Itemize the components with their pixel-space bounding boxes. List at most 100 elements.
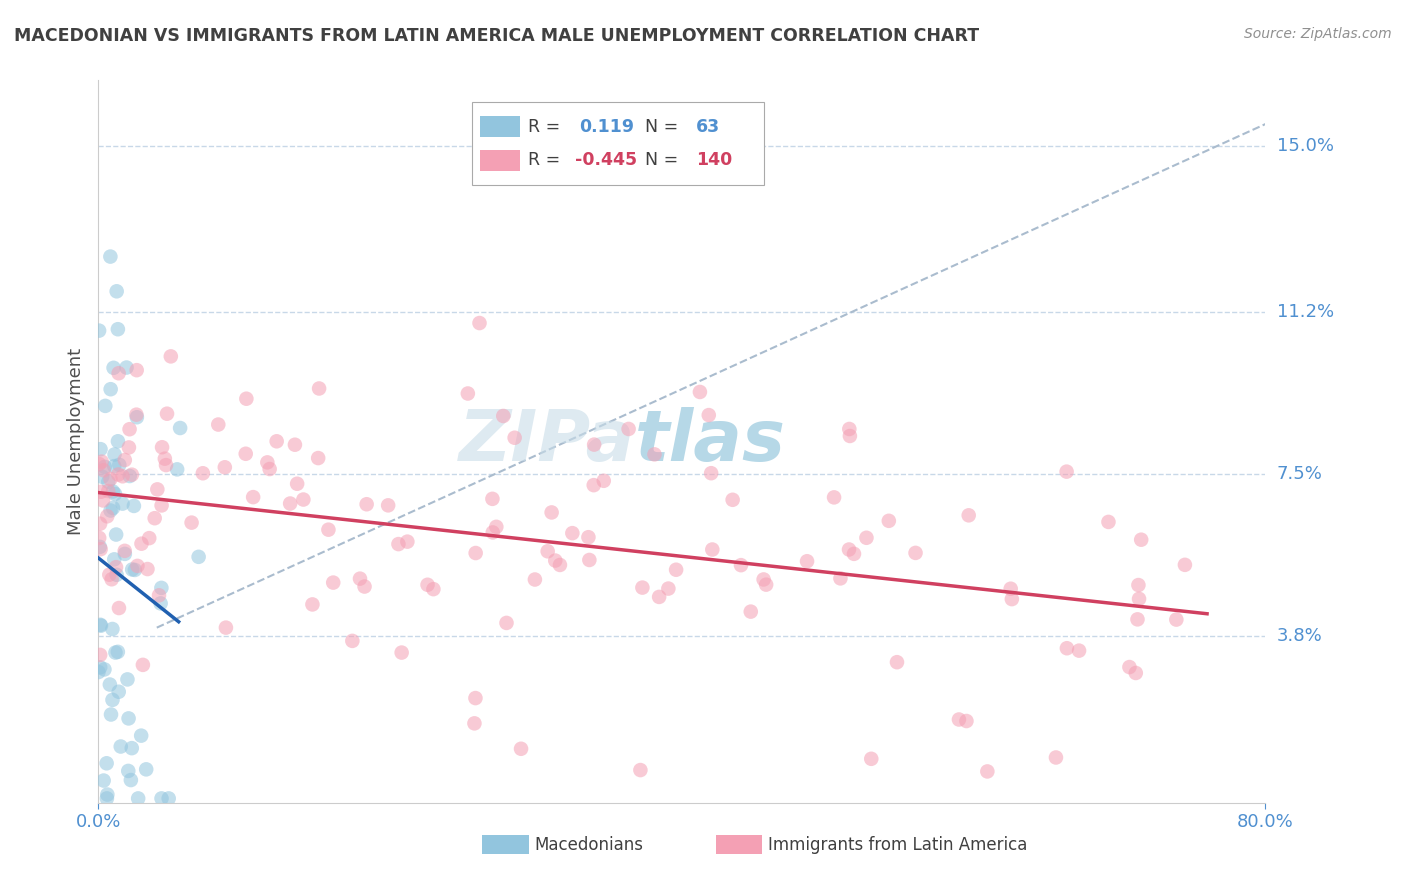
- Point: [755, 577, 778, 591]
- Text: 3.8%: 3.8%: [1277, 627, 1322, 646]
- Point: [107, 467, 129, 482]
- Point: [353, 580, 375, 594]
- Point: [578, 553, 600, 567]
- Point: [89, 516, 111, 531]
- Point: [548, 558, 571, 572]
- Point: [242, 490, 264, 504]
- Text: MACEDONIAN VS IMMIGRANTS FROM LATIN AMERICA MALE UNEMPLOYMENT CORRELATION CHART: MACEDONIAN VS IMMIGRANTS FROM LATIN AMER…: [14, 27, 979, 45]
- Point: [523, 573, 546, 587]
- Point: [114, 453, 136, 467]
- Point: [628, 763, 651, 777]
- Point: [830, 571, 852, 585]
- Point: [94, 399, 117, 413]
- Point: [107, 434, 129, 449]
- Point: [91, 493, 114, 508]
- Point: [121, 562, 143, 576]
- Point: [103, 447, 125, 461]
- Point: [752, 573, 775, 587]
- Point: [101, 622, 124, 636]
- Point: [485, 520, 508, 534]
- Point: [422, 582, 444, 596]
- Point: [118, 441, 141, 455]
- Point: [121, 467, 143, 482]
- Point: [180, 516, 202, 530]
- Point: [463, 716, 485, 731]
- Point: [89, 660, 111, 674]
- Point: [125, 408, 148, 422]
- Point: [468, 316, 491, 330]
- Text: Source: ZipAtlas.com: Source: ZipAtlas.com: [1244, 27, 1392, 41]
- Point: [730, 558, 752, 573]
- Point: [207, 417, 229, 432]
- Point: [503, 431, 526, 445]
- Point: [111, 497, 134, 511]
- Point: [1067, 643, 1090, 657]
- Point: [117, 673, 139, 687]
- Text: -0.445: -0.445: [575, 152, 637, 169]
- Point: [111, 469, 134, 483]
- Point: [578, 530, 600, 544]
- Point: [150, 499, 173, 513]
- Point: [97, 475, 120, 489]
- Point: [510, 741, 533, 756]
- Point: [187, 549, 209, 564]
- FancyBboxPatch shape: [472, 102, 763, 185]
- Text: 140: 140: [696, 152, 733, 169]
- Point: [396, 534, 419, 549]
- Point: [464, 546, 486, 560]
- Point: [235, 447, 257, 461]
- FancyBboxPatch shape: [479, 116, 520, 137]
- Point: [643, 447, 665, 461]
- Point: [721, 492, 744, 507]
- Point: [121, 741, 143, 756]
- Point: [259, 462, 281, 476]
- Point: [492, 409, 515, 423]
- Point: [700, 466, 723, 480]
- Point: [214, 460, 236, 475]
- Point: [284, 438, 307, 452]
- Point: [105, 285, 128, 299]
- Point: [416, 578, 439, 592]
- Text: tlas: tlas: [636, 407, 786, 476]
- Point: [157, 791, 180, 805]
- Point: [101, 500, 124, 515]
- Point: [740, 605, 762, 619]
- Point: [105, 560, 128, 574]
- Point: [90, 618, 112, 632]
- Point: [104, 646, 127, 660]
- Point: [150, 440, 173, 454]
- Point: [156, 407, 179, 421]
- Text: 11.2%: 11.2%: [1277, 303, 1334, 321]
- Point: [96, 788, 118, 802]
- Point: [159, 350, 181, 364]
- Point: [582, 478, 605, 492]
- Point: [256, 455, 278, 469]
- Point: [1045, 750, 1067, 764]
- Point: [153, 451, 176, 466]
- Point: [1056, 641, 1078, 656]
- Point: [150, 581, 173, 595]
- Point: [285, 476, 308, 491]
- Point: [146, 483, 169, 497]
- Point: [166, 462, 188, 476]
- Point: [391, 646, 413, 660]
- Point: [957, 508, 980, 523]
- Point: [103, 552, 125, 566]
- FancyBboxPatch shape: [479, 150, 520, 171]
- Point: [657, 582, 679, 596]
- Point: [105, 527, 128, 541]
- Point: [98, 567, 121, 582]
- Point: [100, 250, 122, 264]
- Point: [103, 360, 125, 375]
- Point: [138, 531, 160, 545]
- Point: [1128, 578, 1150, 592]
- Point: [107, 322, 129, 336]
- Point: [278, 496, 301, 510]
- Point: [544, 553, 567, 567]
- Point: [583, 437, 606, 451]
- Point: [1128, 591, 1150, 606]
- Point: [377, 499, 399, 513]
- Text: 63: 63: [696, 118, 720, 136]
- Point: [108, 458, 131, 472]
- Point: [136, 562, 159, 576]
